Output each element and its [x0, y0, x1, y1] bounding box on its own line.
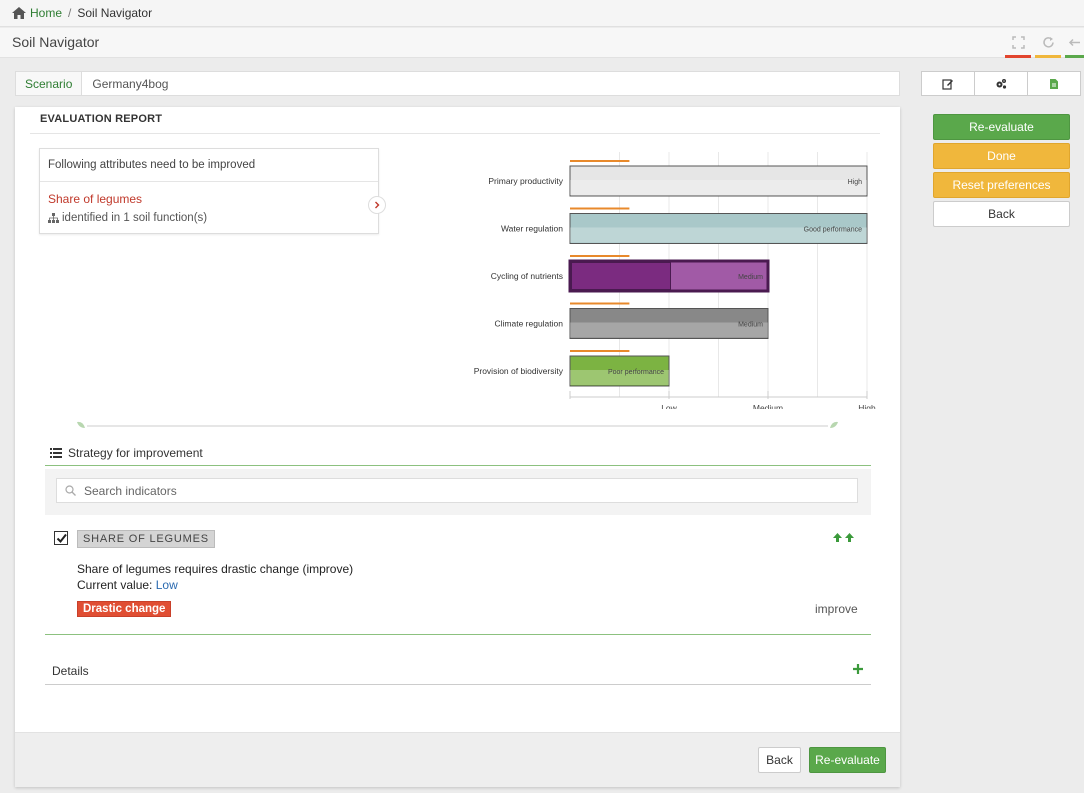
chart-category-label: Provision of biodiversity [474, 366, 564, 376]
collapse-button[interactable] [1065, 36, 1084, 58]
indicator-description: Share of legumes requires drastic change… [77, 562, 354, 576]
attribute-name-link[interactable]: Share of legumes [48, 192, 143, 206]
current-value-label: Current value: [77, 578, 153, 592]
indicator-checkbox[interactable] [54, 531, 68, 545]
chart-category-label: Primary productivity [488, 176, 563, 186]
breadcrumb: Home / Soil Navigator [0, 0, 1084, 27]
plus-icon[interactable] [853, 664, 863, 674]
soil-functions-chart: Low Medium High Primary productivity High Wat… [474, 152, 876, 409]
back-arrow-icon [1068, 38, 1080, 47]
chart-bar [569, 213, 868, 244]
refresh-icon [1042, 37, 1054, 48]
expand-button[interactable] [1005, 36, 1031, 58]
change-badge: Drastic change [77, 601, 172, 617]
attribute-sub: identified in 1 soil function(s) [48, 212, 207, 224]
chart-bar-label: Medium [738, 322, 763, 329]
chart-bar-highlight [571, 262, 671, 290]
chart-bar-label: Medium [738, 274, 763, 281]
chart-tick-label: High [858, 403, 876, 409]
indicator-current: Current value: Low [77, 578, 178, 592]
leaf-divider [77, 421, 838, 428]
chart-category-label: Cycling of nutrients [491, 271, 563, 281]
footer-reevaluate-button[interactable]: Re-evaluate [809, 747, 886, 773]
window-title: Soil Navigator [12, 34, 100, 50]
attributes-card: Following attributes need to be improved… [39, 148, 386, 234]
list-icon [50, 448, 62, 458]
scenario-bar: Scenario Germany4bog [15, 71, 900, 96]
indicator-divider [45, 634, 871, 635]
chart-bar-shade [570, 322, 768, 338]
header-divider [30, 133, 880, 134]
chart-tick-label: Low [661, 403, 677, 409]
chart-bar-shade [570, 227, 867, 243]
report-title: EVALUATION REPORT [40, 113, 163, 125]
chart-bar-label: Poor performance [608, 369, 664, 376]
attributes-header: Following attributes need to be improved [40, 149, 378, 182]
refresh-status-bar [1035, 55, 1061, 58]
edit-button[interactable] [921, 71, 975, 96]
edit-icon [942, 78, 953, 90]
chart-tick-label: Medium [753, 403, 783, 409]
search-box [56, 478, 858, 503]
evaluation-report-panel: EVALUATION REPORT Following attributes n… [15, 107, 900, 787]
chart-category-label: Climate regulation [494, 319, 563, 329]
chart-bar-shade [570, 180, 867, 195]
panel-footer: Back Re-evaluate [15, 732, 900, 787]
document-icon [1050, 78, 1058, 89]
arrow-up-icon [845, 533, 854, 542]
chart-bar-label: Good performance [804, 227, 862, 234]
indicator-label: SHARE OF LEGUMES [77, 530, 215, 548]
search-icon [65, 485, 76, 496]
strategy-title: Strategy for improvement [50, 446, 203, 460]
toolbar [921, 71, 1081, 96]
chart-bar-shade [570, 370, 669, 385]
footer-back-button[interactable]: Back [758, 747, 801, 773]
expand-icon [1011, 36, 1025, 49]
settings-button[interactable] [974, 71, 1028, 96]
chart-bar [569, 165, 868, 197]
scenario-name: Germany4bog [92, 76, 169, 91]
window-titlebar: Soil Navigator [0, 28, 1084, 58]
document-button[interactable] [1027, 71, 1081, 96]
refresh-button[interactable] [1035, 36, 1061, 58]
details-toggle[interactable]: Details [52, 664, 89, 678]
improve-arrows [831, 532, 855, 543]
search-container [45, 469, 871, 515]
breadcrumb-separator: / [68, 6, 72, 20]
strategy-title-text: Strategy for improvement [68, 446, 203, 460]
gears-icon [996, 78, 1007, 89]
expand-status-bar [1005, 55, 1031, 58]
search-indicators-input[interactable] [84, 483, 844, 498]
chart-bar [569, 308, 769, 339]
chart-bar [569, 355, 670, 387]
current-value: Low [155, 578, 178, 592]
attribute-functions-text: identified in 1 soil function(s) [62, 212, 208, 224]
done-button[interactable]: Done [933, 143, 1070, 169]
attribute-next-button[interactable] [368, 196, 386, 214]
checkmark-icon [56, 533, 67, 543]
chart-category-label: Water regulation [501, 224, 563, 234]
reevaluate-side-button[interactable]: Re-evaluate [933, 114, 1070, 140]
home-icon [12, 7, 26, 19]
chevron-right-icon [375, 201, 380, 209]
chart-bar-label: High [848, 179, 863, 186]
sitemap-icon [48, 213, 59, 223]
breadcrumb-current: Soil Navigator [77, 6, 153, 20]
reset-preferences-button[interactable]: Reset preferences [933, 172, 1070, 198]
strategy-divider [45, 465, 871, 466]
arrow-up-icon [833, 533, 842, 542]
scenario-tab[interactable]: Scenario [16, 72, 83, 95]
back-side-button[interactable]: Back [933, 201, 1070, 227]
collapse-status-bar [1065, 55, 1084, 58]
details-divider [45, 684, 871, 685]
breadcrumb-home-link[interactable]: Home [30, 6, 63, 20]
direction-text: improve [815, 602, 858, 616]
